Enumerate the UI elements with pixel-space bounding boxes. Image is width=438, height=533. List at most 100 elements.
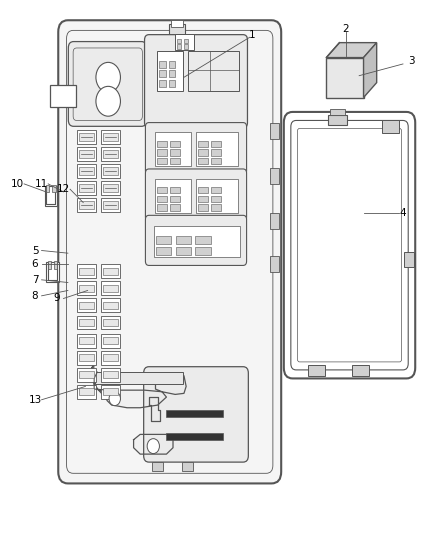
Bar [170,196,180,202]
Bar [169,80,175,87]
Bar [103,388,118,395]
Bar [77,316,96,329]
Bar [195,247,211,255]
Bar [196,132,238,166]
Bar [196,179,238,213]
Text: 3: 3 [408,56,415,66]
Bar [79,184,94,192]
Bar [169,24,185,37]
Bar [103,184,118,192]
Bar [101,264,120,278]
Bar [159,61,166,68]
Bar [182,462,193,471]
Bar [170,204,180,211]
Bar [101,334,120,348]
Bar [171,20,183,27]
Bar [77,164,96,178]
Bar [326,58,364,98]
Bar [198,158,208,164]
Bar [175,34,194,50]
Polygon shape [92,362,186,408]
Bar [154,226,240,257]
Bar [157,141,167,147]
Bar [211,158,221,164]
Bar [101,164,120,178]
FancyBboxPatch shape [297,128,402,362]
Circle shape [109,392,120,406]
Bar [77,368,96,382]
Bar [103,371,118,378]
Circle shape [96,62,120,92]
Bar [101,316,120,329]
Bar [155,179,191,213]
Text: 10: 10 [11,179,24,189]
Bar [45,186,57,206]
Bar [166,433,223,440]
Bar [79,371,94,378]
Bar [101,198,120,212]
Bar [77,281,96,295]
Bar [270,213,279,229]
Bar [270,256,279,272]
FancyBboxPatch shape [67,30,273,473]
Bar [198,141,208,147]
Bar [211,149,221,156]
Bar [157,204,167,211]
Text: 1: 1 [248,30,255,39]
Bar [79,133,94,141]
Bar [328,115,347,125]
Bar [211,187,221,193]
Bar [198,204,208,211]
Bar [155,132,191,166]
Bar [157,51,183,91]
Bar [308,365,325,376]
Bar [103,337,118,344]
Text: 13: 13 [28,395,42,405]
Bar [103,354,118,361]
Bar [198,196,208,202]
Circle shape [147,439,159,454]
Bar [270,168,279,184]
Bar [103,285,118,292]
Bar [77,298,96,312]
Bar [352,365,369,376]
Bar [170,187,180,193]
Bar [103,268,118,275]
Bar [77,130,96,144]
Bar [79,337,94,344]
Bar [103,201,118,209]
Bar [170,149,180,156]
Bar [101,368,120,382]
Bar [211,196,221,202]
Bar [46,185,49,192]
Bar [166,410,223,417]
Bar [101,181,120,195]
Bar [103,167,118,175]
Bar [382,120,399,133]
FancyBboxPatch shape [58,20,281,483]
FancyBboxPatch shape [145,215,247,265]
Bar [188,51,239,91]
Text: 8: 8 [32,291,39,301]
Bar [169,70,175,77]
Bar [404,252,414,266]
Bar [157,149,167,156]
Text: 5: 5 [32,246,39,255]
Bar [177,39,181,43]
Polygon shape [134,434,173,454]
Bar [101,351,120,365]
Bar [103,150,118,158]
Bar [198,187,208,193]
Bar [79,167,94,175]
Bar [101,298,120,312]
Bar [95,372,183,384]
Bar [176,236,191,244]
Bar [77,351,96,365]
Bar [79,201,94,209]
Bar [169,61,175,68]
Text: 4: 4 [399,208,406,218]
Bar [52,185,56,192]
Bar [79,268,94,275]
Text: 6: 6 [32,259,39,269]
Bar [184,44,188,49]
